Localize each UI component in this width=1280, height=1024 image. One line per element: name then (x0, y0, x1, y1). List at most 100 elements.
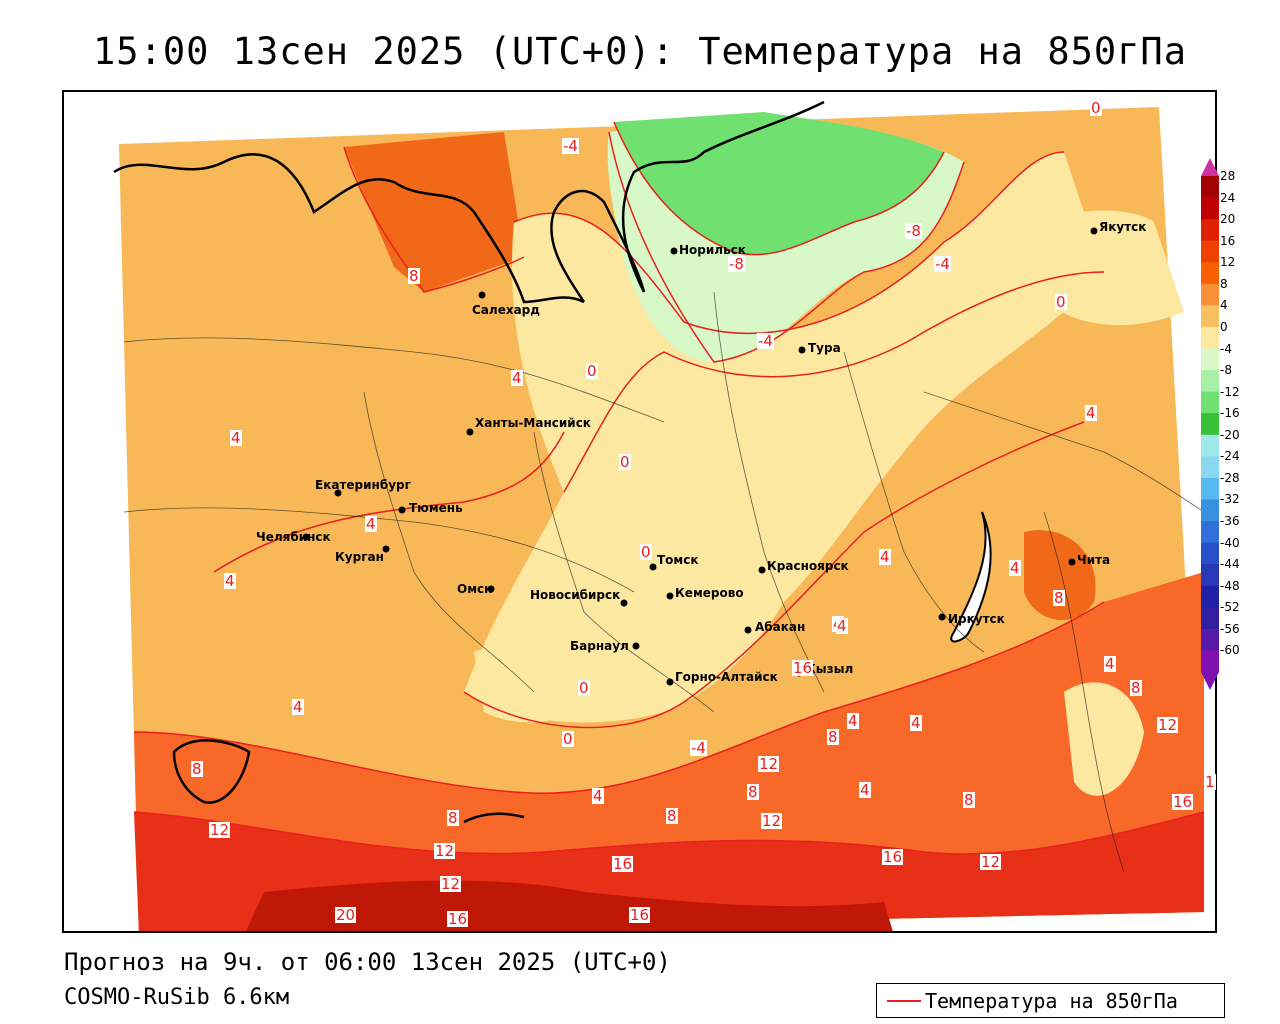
colorbar-tick-label: -32 (1220, 492, 1240, 507)
city-label: Челябинск (256, 530, 331, 544)
colorbar-tick-label: 24 (1220, 190, 1236, 205)
colorbar-swatch (1201, 542, 1219, 565)
city-label: Горно-Алтайск (675, 670, 778, 684)
colorbar (1201, 158, 1219, 690)
map-panel (62, 90, 1217, 933)
coldest-zone-taimyr (614, 112, 944, 255)
isotherm-label: 0 (1090, 99, 1102, 117)
colorbar-tick-label: 16 (1220, 233, 1236, 248)
isotherm-label: 16 (792, 659, 814, 677)
isotherm-label: 0 (1055, 293, 1067, 311)
isotherm-label: 4 (592, 787, 604, 805)
colorbar-swatch (1201, 499, 1219, 522)
colorbar-swatch (1201, 262, 1219, 285)
colorbar-tick-label: -52 (1220, 600, 1240, 615)
city-label: Салехард (472, 303, 540, 317)
isotherm-label: 12 (1157, 716, 1179, 734)
colorbar-tick-label: 0 (1220, 319, 1228, 334)
city-label: Курган (335, 550, 384, 564)
isotherm-label: 0 (619, 453, 631, 471)
colorbar-tick-label: -28 (1220, 470, 1240, 485)
city-label: Норильск (679, 243, 746, 257)
isotherm-label: 4 (224, 572, 236, 590)
isotherm-label: 1 (1204, 773, 1216, 791)
city-label: Новосибирск (530, 588, 621, 602)
isotherm-label: 12 (980, 853, 1002, 871)
city-label: Кызыл (806, 662, 854, 676)
isotherm-lines (133, 121, 1205, 855)
colorbar-swatch (1201, 607, 1219, 630)
model-name: COSMO-RuSib 6.6км (64, 985, 290, 1010)
colorbar-swatch (1201, 197, 1219, 220)
isotherm-label: 4 (847, 712, 859, 730)
isotherm-label: 16 (1172, 793, 1194, 811)
legend: Температура на 850гПа (876, 983, 1225, 1018)
isotherm-label: -8 (905, 222, 922, 240)
isotherm-label: 4 (230, 429, 242, 447)
isotherm-label: 4 (910, 714, 922, 732)
isotherm-label: 12 (434, 842, 456, 860)
warm-zone-yamal (344, 132, 524, 292)
legend-line-swatch (887, 1000, 921, 1002)
colorbar-bottom-arrow (1201, 672, 1219, 690)
colorbar-swatch (1201, 391, 1219, 414)
warm-zone-chita (1024, 530, 1096, 621)
colorbar-swatch (1201, 585, 1219, 608)
colorbar-tick-label: -8 (1220, 363, 1232, 378)
colorbar-swatch (1201, 477, 1219, 500)
colorbar-tick-label: 8 (1220, 276, 1228, 291)
colorbar-swatch (1201, 434, 1219, 457)
isotherm-label: 4 (365, 515, 377, 533)
isotherm-label: 8 (191, 760, 203, 778)
city-label: Иркутск (948, 612, 1005, 626)
city-label: Екатеринбург (315, 478, 411, 492)
coastlines (113, 100, 825, 824)
city-label: Красноярск (767, 559, 849, 573)
forecast-info: Прогноз на 9ч. от 06:00 13сен 2025 (UTC+… (64, 948, 671, 976)
colorbar-swatch (1201, 348, 1219, 371)
isotherm-label: 4 (879, 548, 891, 566)
isotherm-label: -4 (690, 739, 707, 757)
colorbar-tick-label: -24 (1220, 449, 1240, 464)
isotherm-label: 0 (578, 679, 590, 697)
colorbar-ticks: 28 24 20 16 12 8 4 0 -4 -8 -12 -16 -20 -24 -28 -32 -36 -4… (1220, 0, 1280, 1024)
isotherm-label: -4 (934, 255, 951, 273)
isotherm-label: 16 (882, 848, 904, 866)
city-label: Абакан (755, 620, 806, 634)
isotherm-label: -8 (728, 255, 745, 273)
colorbar-swatch (1201, 628, 1219, 651)
colorbar-swatch (1201, 413, 1219, 436)
isotherm-label: 8 (408, 267, 420, 285)
isotherm-label: 0 (640, 543, 652, 561)
isotherm-label: 8 (827, 728, 839, 746)
colorbar-swatch (1201, 176, 1219, 199)
colorbar-swatch (1201, 521, 1219, 544)
isotherm-label: 12 (758, 755, 780, 773)
colorbar-tick-label: -16 (1220, 406, 1240, 421)
map-title: 15:00 13сен 2025 (UTC+0): Температура на… (93, 30, 1187, 73)
city-label: Чита (1077, 553, 1111, 567)
colorbar-tick-label: -40 (1220, 535, 1240, 550)
isotherm-label: 12 (440, 875, 462, 893)
isotherm-label: 0 (562, 730, 574, 748)
colorbar-swatch (1201, 370, 1219, 393)
colorbar-swatch (1201, 283, 1219, 306)
city-label: Омск (457, 582, 493, 596)
colorbar-swatch (1201, 326, 1219, 350)
city-label: Тура (808, 341, 841, 355)
isotherm-label: 4 (1104, 655, 1116, 673)
temperature-map (113, 100, 1205, 931)
warm-zone-south (134, 572, 1204, 931)
hottest-zone-south (245, 880, 893, 931)
cool-zone-east (1064, 682, 1144, 796)
colorbar-tick-label: 28 (1220, 169, 1236, 183)
isotherm-label: 8 (963, 791, 975, 809)
colorbar-tick-label: 20 (1220, 212, 1236, 227)
colorbar-swatch (1201, 219, 1219, 242)
isotherm-label: 8 (747, 783, 759, 801)
colorbar-tick-label: -60 (1220, 643, 1240, 658)
isotherm-label: 12 (761, 812, 783, 830)
lake-baikal (950, 511, 992, 643)
isotherm-label: 4 (836, 617, 848, 635)
isotherm-label: 0 (586, 362, 598, 380)
